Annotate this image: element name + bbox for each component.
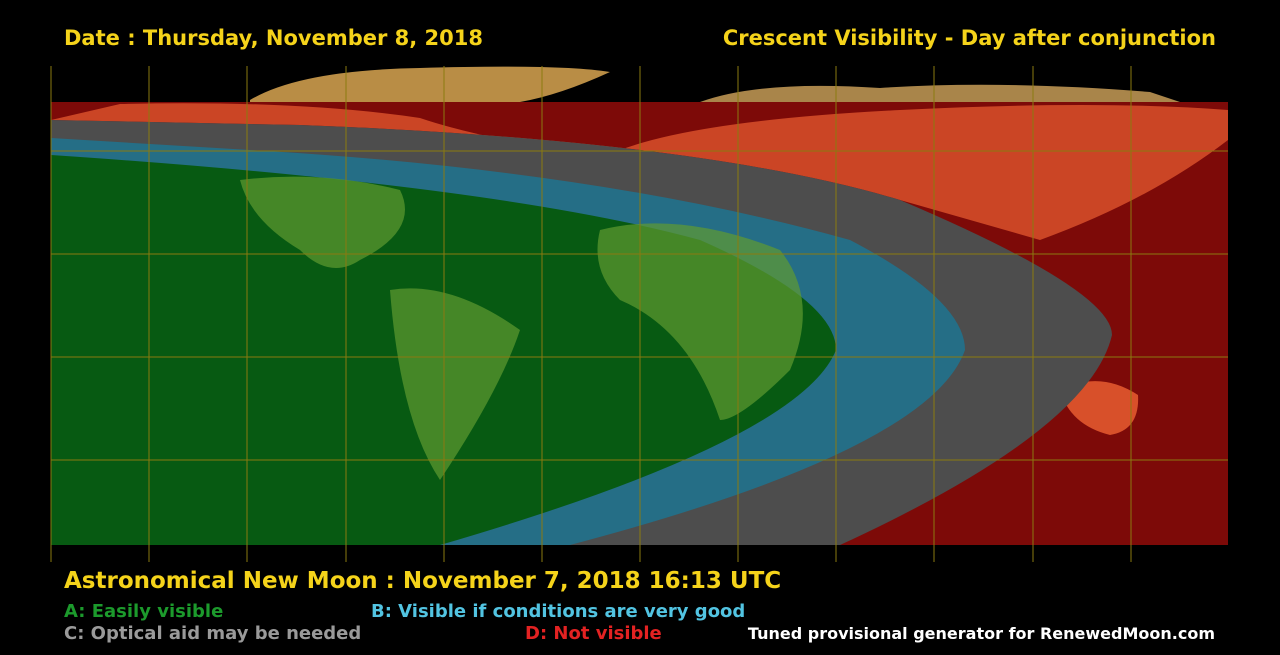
land-visible <box>240 176 803 480</box>
date-title: Date : Thursday, November 8, 2018 <box>64 26 483 50</box>
new-moon: Astronomical New Moon : November 7, 2018… <box>64 568 781 594</box>
land-australia <box>1060 381 1139 435</box>
legend-a: A: Easily visible <box>64 601 223 622</box>
map-title: Crescent Visibility - Day after conjunct… <box>723 26 1216 50</box>
map <box>50 66 1228 562</box>
credit: Tuned provisional generator for RenewedM… <box>748 624 1215 643</box>
graticule <box>50 66 1228 562</box>
legend-b: B: Visible if conditions are very good <box>371 601 745 622</box>
land-arctic <box>700 84 1180 102</box>
land-arctic <box>250 66 610 102</box>
legend-d: D: Not visible <box>525 623 662 644</box>
legend-c: C: Optical aid may be needed <box>64 623 361 644</box>
